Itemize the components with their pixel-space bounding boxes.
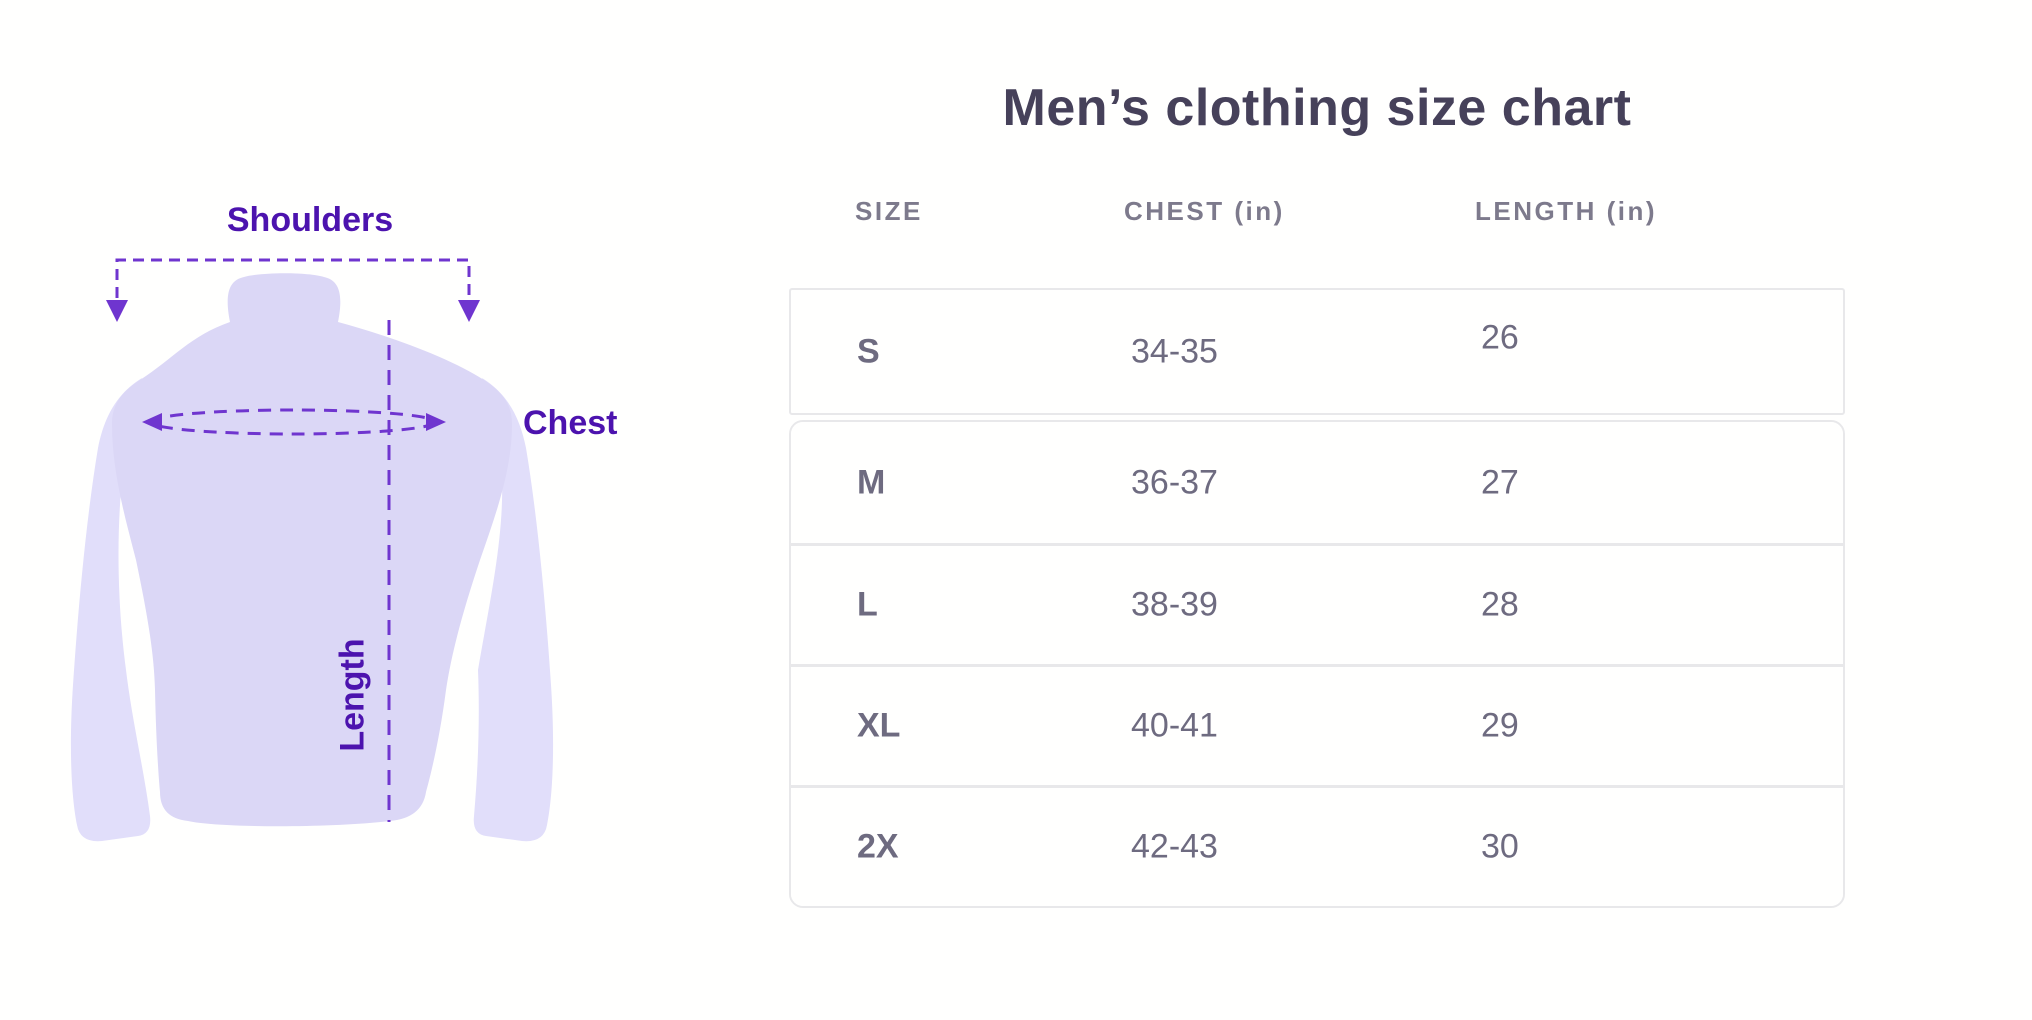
shoulders-arrow-left-icon xyxy=(106,300,128,322)
size-cell: L xyxy=(857,585,878,624)
chest-cell: 38-39 xyxy=(1131,585,1218,624)
shirt-torso xyxy=(112,273,512,827)
size-cell: XL xyxy=(857,706,901,745)
shirt-right-sleeve xyxy=(473,378,554,842)
shoulders-arrow-right-icon xyxy=(458,300,480,322)
size-cell: 2X xyxy=(857,827,899,866)
chest-cell: 42-43 xyxy=(1131,827,1218,866)
shoulders-label: Shoulders xyxy=(226,201,394,239)
size-cell: S xyxy=(857,332,880,370)
table-row: XL 40-41 29 xyxy=(791,664,1843,785)
length-cell: 26 xyxy=(1481,318,1519,356)
size-cell: M xyxy=(857,463,886,501)
table-row: S 34-35 26 xyxy=(789,288,1845,415)
chest-cell: 36-37 xyxy=(1131,463,1218,501)
length-cell: 29 xyxy=(1481,706,1519,745)
column-header-chest: CHEST (in) xyxy=(1124,196,1285,226)
length-cell: 30 xyxy=(1481,827,1519,866)
length-cell: 28 xyxy=(1481,585,1519,624)
table-row: L 38-39 28 xyxy=(791,543,1843,664)
chest-cell: 40-41 xyxy=(1131,706,1218,745)
chest-cell: 34-35 xyxy=(1131,332,1218,370)
column-header-size: SIZE xyxy=(855,196,923,226)
length-label: Length xyxy=(333,638,372,752)
chest-label: Chest xyxy=(523,404,618,442)
table-row: M 36-37 27 xyxy=(791,422,1843,543)
length-cell: 27 xyxy=(1481,463,1519,501)
shirt-left-sleeve xyxy=(70,378,151,842)
chest-arrow-left-icon xyxy=(142,413,162,431)
table-row-group: M 36-37 27 L 38-39 28 XL 40-41 29 2X 42-… xyxy=(789,420,1845,908)
column-header-length: LENGTH (in) xyxy=(1475,196,1658,226)
shirt-measurement-diagram: Shoulders Chest Length xyxy=(60,180,680,880)
size-chart: Men’s clothing size chart SIZE CHEST (in… xyxy=(789,0,1845,1020)
chest-arrow-right-icon xyxy=(426,413,446,431)
shoulders-measure-line xyxy=(115,258,471,298)
table-row: 2X 42-43 30 xyxy=(791,785,1843,906)
page-title: Men’s clothing size chart xyxy=(1002,79,1632,137)
table-header-row: SIZE CHEST (in) LENGTH (in) xyxy=(789,196,1845,236)
shirt-illustration xyxy=(70,258,554,842)
